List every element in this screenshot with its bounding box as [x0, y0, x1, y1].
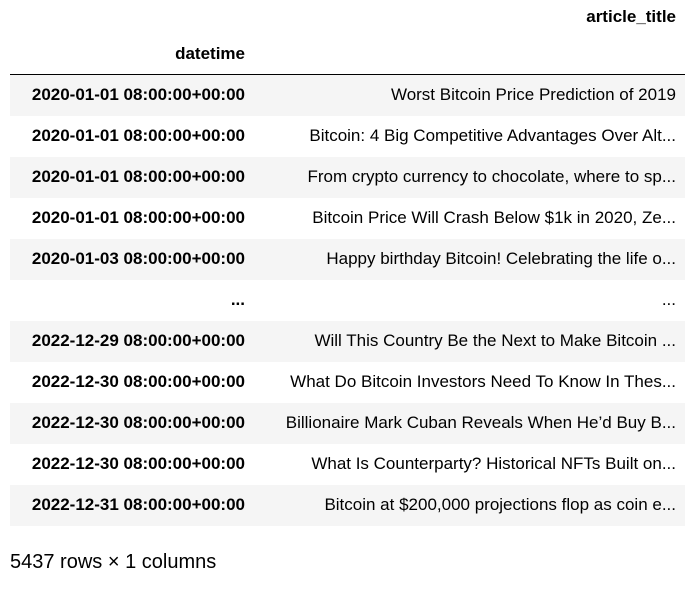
- dataframe-table: article_title datetime 2020-01-01 08:00:…: [10, 0, 685, 526]
- row-index: 2020-01-01 08:00:00+00:00: [10, 74, 254, 116]
- row-article-title: From crypto currency to chocolate, where…: [254, 156, 685, 198]
- row-article-title: Bitcoin: 4 Big Competitive Advantages Ov…: [254, 115, 685, 157]
- column-header-article-title: article_title: [586, 7, 676, 26]
- row-index: 2022-12-30 08:00:00+00:00: [10, 402, 254, 444]
- table-row: 2022-12-30 08:00:00+00:00 What Is Counte…: [10, 443, 685, 485]
- row-index: 2022-12-29 08:00:00+00:00: [10, 320, 254, 362]
- table-body: 2020-01-01 08:00:00+00:00 Worst Bitcoin …: [10, 74, 685, 526]
- row-index: 2022-12-30 08:00:00+00:00: [10, 361, 254, 403]
- row-index: 2020-01-01 08:00:00+00:00: [10, 115, 254, 157]
- table-row: 2022-12-29 08:00:00+00:00 Will This Coun…: [10, 320, 685, 362]
- row-article-title: What Is Counterparty? Historical NFTs Bu…: [254, 443, 685, 485]
- row-article-title: Worst Bitcoin Price Prediction of 2019: [254, 74, 685, 116]
- index-name-datetime: datetime: [10, 34, 254, 75]
- row-index: 2020-01-01 08:00:00+00:00: [10, 156, 254, 198]
- table-row-ellipsis: ... ...: [10, 279, 685, 321]
- row-index: 2022-12-31 08:00:00+00:00: [10, 484, 254, 526]
- row-article-title: Bitcoin at $200,000 projections flop as …: [254, 484, 685, 526]
- row-index: 2022-12-30 08:00:00+00:00: [10, 443, 254, 485]
- row-article-title: Happy birthday Bitcoin! Celebrating the …: [254, 238, 685, 280]
- row-index: 2020-01-03 08:00:00+00:00: [10, 238, 254, 280]
- dataframe-shape-summary: 5437 rows × 1 columns: [10, 551, 217, 573]
- table-header: article_title datetime: [10, 0, 685, 75]
- row-article-title: What Do Bitcoin Investors Need To Know I…: [254, 361, 685, 403]
- table-row: 2022-12-31 08:00:00+00:00 Bitcoin at $20…: [10, 484, 685, 526]
- table-row: 2022-12-30 08:00:00+00:00 What Do Bitcoi…: [10, 361, 685, 403]
- row-value-ellipsis: ...: [254, 279, 685, 321]
- table-row: 2020-01-01 08:00:00+00:00 From crypto cu…: [10, 156, 685, 198]
- row-article-title: Bitcoin Price Will Crash Below $1k in 20…: [254, 197, 685, 239]
- row-index: 2020-01-01 08:00:00+00:00: [10, 197, 254, 239]
- index-header-blank: [254, 34, 685, 75]
- table-row: 2020-01-01 08:00:00+00:00 Bitcoin: 4 Big…: [10, 115, 685, 157]
- table-row: 2020-01-01 08:00:00+00:00 Worst Bitcoin …: [10, 74, 685, 116]
- table-row: 2020-01-03 08:00:00+00:00 Happy birthday…: [10, 238, 685, 280]
- dataframe-output: article_title datetime 2020-01-01 08:00:…: [10, 0, 685, 526]
- table-row: 2020-01-01 08:00:00+00:00 Bitcoin Price …: [10, 197, 685, 239]
- table-row: 2022-12-30 08:00:00+00:00 Billionaire Ma…: [10, 402, 685, 444]
- row-index-ellipsis: ...: [10, 279, 254, 321]
- column-header-row: article_title: [10, 0, 685, 34]
- index-header-row: datetime: [10, 34, 685, 75]
- column-header-blank: [10, 0, 254, 34]
- row-article-title: Will This Country Be the Next to Make Bi…: [254, 320, 685, 362]
- row-article-title: Billionaire Mark Cuban Reveals When He’d…: [254, 402, 685, 444]
